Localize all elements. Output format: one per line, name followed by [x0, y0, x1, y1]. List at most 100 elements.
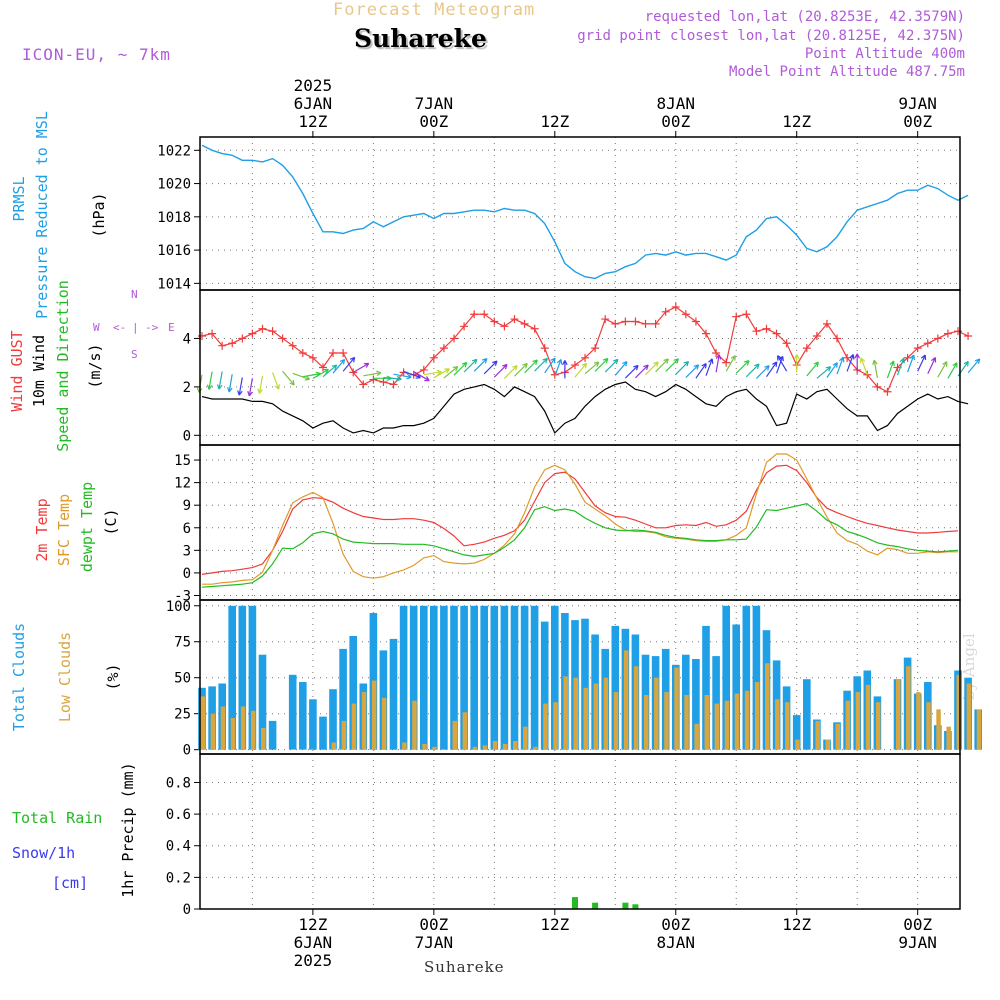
y-tick-label-clouds: 50	[174, 671, 191, 687]
wind-direction-arrow	[584, 361, 600, 375]
total-cloud-bar	[702, 625, 710, 750]
wind-direction-arrow	[826, 362, 838, 378]
low-cloud-bar	[432, 746, 437, 750]
gust-marker	[601, 315, 610, 324]
wind-direction-arrow	[634, 364, 649, 379]
low-cloud-bar	[220, 706, 226, 750]
panel-precip: 0 0.2 0.4 0.6 0.8	[166, 754, 960, 918]
total-cloud-bar	[339, 648, 347, 750]
wind-direction-arrow	[463, 358, 478, 373]
total-cloud-bar	[450, 605, 458, 750]
low-cloud-bar	[341, 720, 347, 750]
wind-direction-arrow	[383, 375, 402, 382]
time-label-bottom: 00Z	[419, 915, 448, 934]
wind-direction-arrow	[967, 358, 981, 374]
gust-marker	[802, 344, 811, 353]
precip-title-snow: Snow/1h	[12, 844, 75, 862]
total-cloud-bar	[551, 605, 559, 750]
total-cloud-bar	[258, 654, 267, 750]
low-cloud-bar	[462, 712, 468, 750]
panel-frame-pressure	[199, 136, 961, 291]
gust-marker	[429, 353, 438, 362]
low-cloud-bar	[472, 746, 478, 750]
wind-direction-arrow	[777, 355, 788, 372]
compass-east: E	[168, 321, 175, 334]
total-cloud-bar	[238, 605, 247, 750]
gust-marker	[228, 339, 237, 348]
wind-direction-arrow	[695, 362, 707, 379]
wind-direction-arrow	[217, 371, 223, 390]
low-cloud-bar	[583, 687, 588, 750]
compass-arrow-east: ->	[145, 321, 159, 334]
gust-marker	[933, 334, 942, 343]
panel-wind: 0 2 4	[183, 290, 981, 445]
low-cloud-bar	[210, 713, 216, 750]
y-tick-label-precip: 0.4	[166, 839, 191, 855]
gust-marker	[570, 361, 579, 370]
time-label-bottom: 2025	[294, 951, 333, 970]
y-tick-label-pressure: 1018	[157, 210, 191, 226]
gust-marker	[530, 324, 539, 333]
total-cloud-bar	[490, 605, 499, 750]
time-label-top: 00Z	[661, 112, 690, 131]
gust-marker	[510, 315, 519, 324]
low-cloud-bar	[533, 746, 538, 750]
wind-direction-arrow	[227, 374, 233, 393]
gust-marker	[883, 387, 892, 396]
temp-unit: (C)	[102, 508, 120, 535]
gust-marker	[611, 319, 620, 328]
wind-direction-arrow	[872, 359, 878, 379]
location-title: Suhareke	[354, 24, 487, 53]
total-cloud-bar	[722, 605, 730, 750]
wind-direction-arrow	[332, 358, 346, 374]
gust-marker	[369, 375, 378, 384]
gust-marker	[490, 317, 499, 326]
panel-temperature: -3 0 3 6 9 12 15	[174, 445, 960, 604]
pressure-title-desc: Pressure Reduced to MSL	[33, 111, 51, 319]
y-tick-label-precip: 0.6	[166, 807, 191, 823]
total-cloud-bar	[611, 625, 620, 750]
wind-direction-arrow	[896, 357, 905, 376]
gust-marker	[581, 353, 590, 362]
time-label-top: 12Z	[540, 112, 569, 131]
low-cloud-bar	[381, 697, 387, 750]
gust-marker	[661, 307, 670, 316]
total-cloud-bar	[389, 638, 398, 750]
gust-marker	[651, 319, 660, 328]
panel-frame-temperature	[199, 444, 961, 601]
temp-title-sfc: SFC Temp	[55, 494, 73, 566]
y-tick-label-clouds: 0	[183, 743, 191, 759]
gust-marker	[248, 329, 257, 338]
y-tick-label-pressure: 1016	[157, 243, 191, 259]
time-label-bottom: 12Z	[540, 915, 569, 934]
precip-bar	[632, 904, 639, 909]
low-cloud-bar	[785, 702, 790, 750]
wind-direction-arrow	[917, 354, 927, 372]
temp-title-dewpt: dewpt Temp	[78, 482, 96, 572]
low-cloud-bar	[966, 683, 972, 750]
gust-marker	[308, 353, 317, 362]
wind-direction-arrow	[257, 375, 264, 394]
panel-pressure: 1014 1016 1018 1020 1022	[157, 137, 969, 292]
y-tick-label-clouds: 25	[174, 707, 191, 723]
total-cloud-bar	[329, 689, 337, 750]
low-cloud-bar	[553, 702, 558, 750]
gust-marker	[722, 358, 731, 367]
wind-direction-arrow	[473, 358, 488, 372]
low-cloud-bar	[412, 700, 417, 750]
pressure-title-prmsl: PRMSL	[10, 176, 28, 221]
pressure-unit: (hPa)	[90, 192, 108, 237]
chart-subtitle: Forecast Meteogram	[333, 0, 536, 20]
low-cloud-bar	[563, 676, 568, 750]
low-cloud-bar	[230, 718, 236, 750]
gust-marker	[772, 329, 781, 338]
wind-direction-arrow	[292, 372, 311, 381]
gust-marker	[318, 363, 327, 372]
time-label-top: 6JAN	[294, 94, 333, 113]
gust-marker	[339, 348, 348, 357]
low-cloud-bar	[593, 683, 599, 750]
low-cloud-bar	[865, 684, 871, 750]
wind-direction-arrow	[393, 373, 412, 380]
temp-line-2	[201, 503, 959, 588]
wind-direction-arrow	[745, 363, 760, 378]
